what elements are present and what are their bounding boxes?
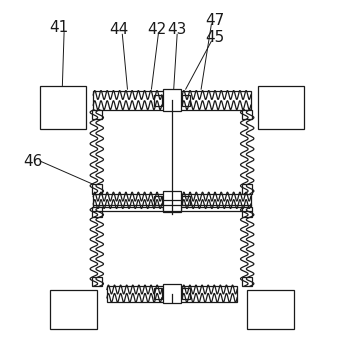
Bar [182, 196, 190, 205]
Bar [92, 184, 102, 194]
Bar [92, 110, 102, 119]
Bar [93, 194, 251, 207]
Bar [40, 86, 86, 128]
Bar [163, 89, 181, 112]
Bar [93, 91, 251, 110]
Bar [242, 184, 252, 194]
Bar [182, 288, 190, 299]
Bar [242, 276, 252, 286]
Bar [50, 289, 97, 329]
Bar [107, 286, 237, 301]
Bar [163, 285, 181, 303]
Bar [182, 95, 190, 106]
Text: 46: 46 [23, 154, 43, 169]
Bar [154, 288, 162, 299]
Text: 44: 44 [109, 22, 129, 37]
Bar [258, 86, 304, 128]
Bar [242, 110, 252, 119]
Text: 45: 45 [205, 30, 224, 45]
Text: 42: 42 [147, 22, 166, 37]
Bar [92, 276, 102, 286]
Text: 43: 43 [168, 22, 187, 37]
Bar [154, 95, 162, 106]
Bar [154, 196, 162, 205]
Bar [163, 191, 181, 210]
Text: 41: 41 [49, 20, 68, 35]
Text: 47: 47 [205, 13, 224, 28]
Bar [163, 201, 181, 213]
Bar [92, 207, 102, 217]
Bar [247, 289, 294, 329]
Bar [242, 207, 252, 217]
